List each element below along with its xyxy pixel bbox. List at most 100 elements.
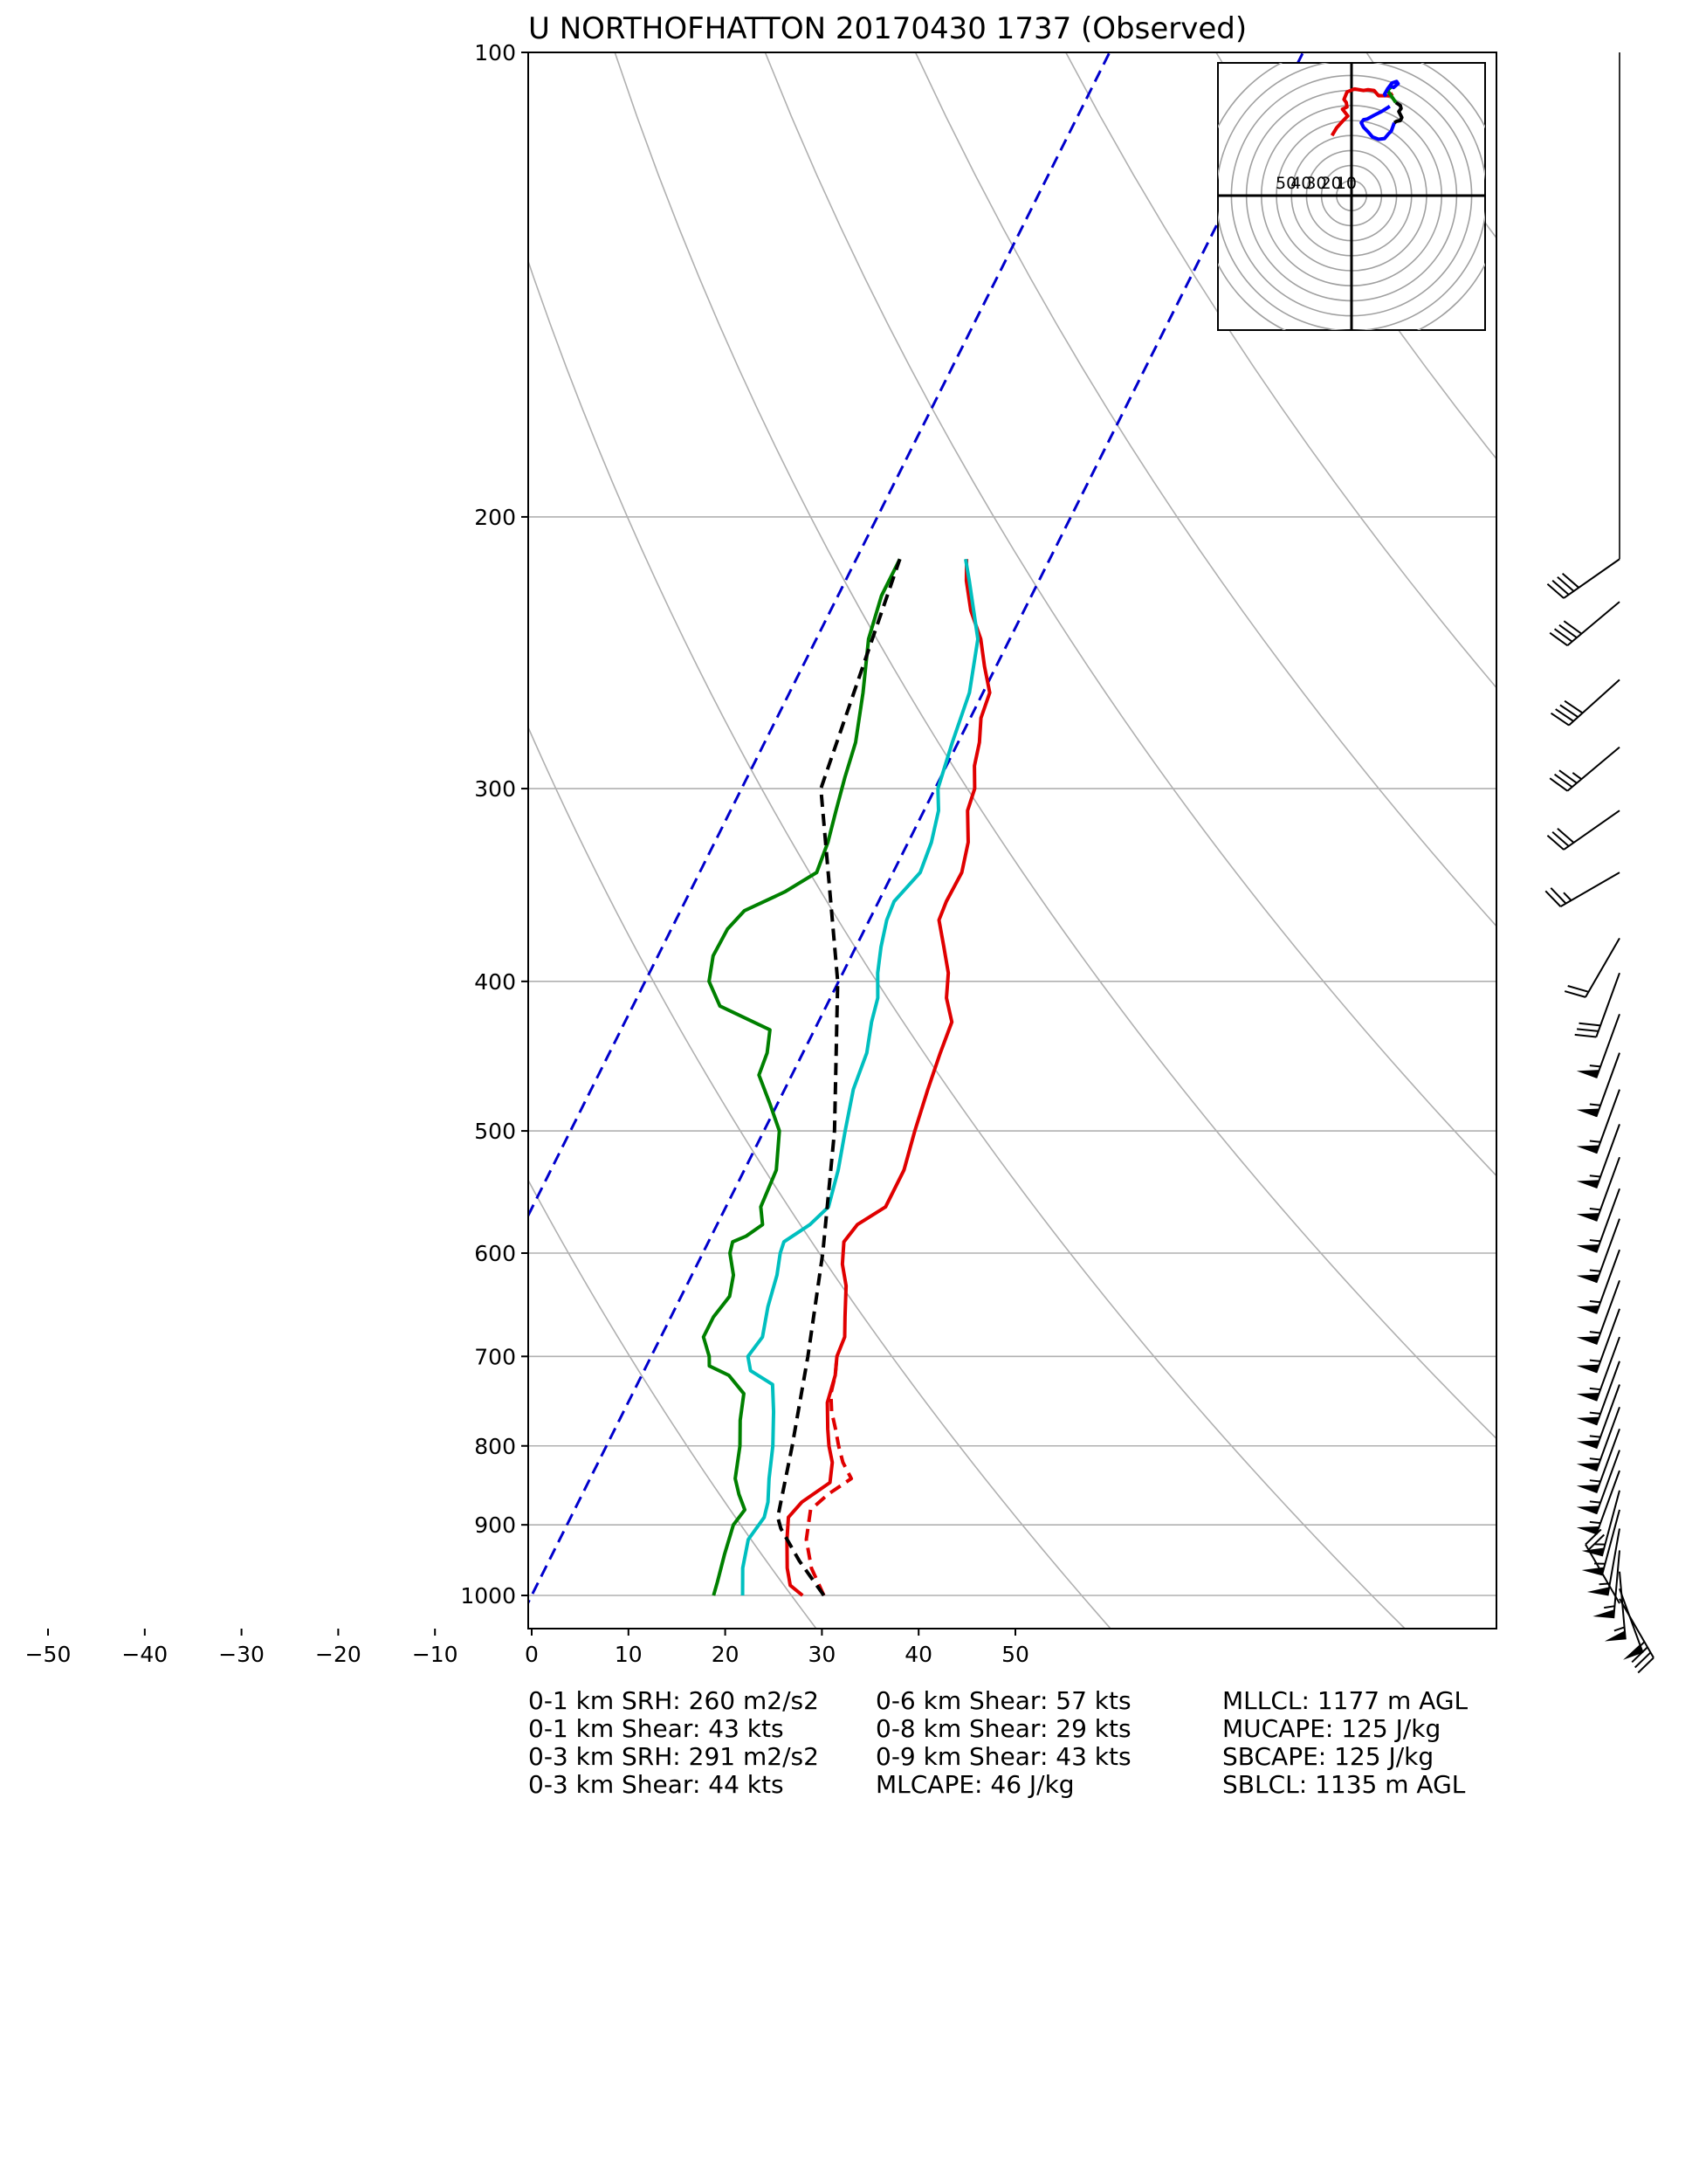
wind-barb-flag-4 [1546,835,1565,851]
wind-barb-pennant-15 [1576,1306,1599,1314]
dry-adiabat-270 [14,52,522,1628]
wind-barb-shaft-4 [1563,810,1620,851]
wind-barb-pennant-27 [1586,1587,1610,1596]
wind-barb-7 [1574,972,1620,1038]
wind-barb-21 [1576,1406,1620,1471]
wind-barb-24 [1576,1470,1620,1535]
wind-barb-half-21 [1589,1457,1601,1461]
p-tick-label-300: 300 [474,776,516,802]
wind-barb-shaft-14 [1595,1218,1620,1284]
wind-barb-pennant-24 [1576,1526,1599,1535]
wind-barb-shaft-11 [1595,1124,1620,1189]
x-axis: −100−90−80−70−60−50−40−30−20−10010203040… [25,1629,1029,1667]
wind-barb-pennant-11 [1576,1180,1599,1188]
wind-barb-shaft-5 [1559,872,1620,907]
profile-line-0 [785,559,992,1597]
hodograph-range-label-40: 40 [1290,174,1311,193]
wind-barb-0 [1546,558,1620,599]
wind-barb-flag-7 [1577,1028,1599,1032]
stat-1-0: 0-6 km Shear: 57 kts [876,1686,1132,1715]
isotherm--20 [528,52,1111,1219]
wind-barb-5 [1544,872,1620,907]
wind-barb-13 [1576,1188,1620,1253]
pressure-axis: 100 200 300 400 500 600 700 800 900 1000 [460,40,528,1609]
wind-barb-flag-2 [1550,712,1570,727]
x-tick-label--30: −30 [218,1642,265,1667]
wind-barb-30 [1619,1588,1644,1660]
stat-2-1: MUCAPE: 125 J/kg [1222,1714,1441,1743]
stat-2-0: MLLCL: 1177 m AGL [1222,1686,1469,1715]
wind-barb-shaft-32 [1585,1544,1620,1604]
wind-barb-half-29 [1613,1626,1625,1632]
wind-barb-half-13 [1589,1239,1601,1243]
wind-barb-shaft-9 [1595,1052,1620,1118]
wind-barb-flag-3 [1558,769,1578,784]
wind-barb-half-10 [1589,1140,1601,1143]
dry-adiabat-360 [528,258,1406,1629]
wind-barb-shaft-0 [1563,558,1620,599]
wind-barb-flag-1 [1554,628,1573,643]
wind-barb-4 [1546,810,1620,851]
wind-barb-flag-2 [1555,708,1574,722]
wind-barb-flag-0 [1551,579,1570,596]
wind-barb-half-18 [1589,1387,1601,1391]
wind-barb-flag-0 [1561,572,1579,589]
wind-barb-flag-1 [1558,624,1578,639]
wind-barb-flag-31 [1628,1641,1646,1658]
isotherm-0 [528,52,1304,1606]
wind-barb-15 [1576,1249,1620,1314]
dry-adiabat-420 [764,52,1496,1177]
hodograph-range-label-30: 30 [1305,174,1326,193]
wind-barb-25 [1581,1490,1620,1557]
dry-adiabat-330 [528,726,1111,1629]
wind-barb-half-11 [1589,1175,1601,1178]
wind-barb-flag-32 [1587,1533,1605,1551]
wind-barb-pennant-8 [1576,1070,1599,1078]
wind-barb-half-5 [1563,892,1572,901]
profile-line-4 [775,558,902,1597]
p-tick-label-800: 800 [474,1434,516,1459]
wind-barb-32 [1585,1528,1620,1604]
wind-barb-shaft-3 [1566,746,1620,792]
stat-1-1: 0-8 km Shear: 29 kts [876,1714,1132,1743]
x-tick-label-40: 40 [905,1642,932,1667]
p-tick-label-900: 900 [474,1512,516,1538]
wind-barb-12 [1576,1156,1620,1222]
wind-barb-8 [1576,1013,1620,1078]
wind-barb-pennant-19 [1576,1416,1599,1426]
stat-0-1: 0-1 km Shear: 43 kts [528,1714,784,1743]
hodograph-range-label-10: 10 [1336,174,1357,193]
wind-barb-half-28 [1604,1605,1615,1609]
wind-barb-28 [1592,1550,1620,1619]
grid-layer [14,52,1496,1629]
wind-barb-pennant-12 [1576,1213,1599,1222]
dry-adiabat-450 [914,52,1496,927]
wind-barb-flag-2 [1559,704,1579,719]
wind-barb-2 [1550,679,1620,727]
wind-barb-pennant-10 [1576,1145,1599,1154]
wind-barb-half-15 [1589,1300,1601,1304]
x-tick-label-20: 20 [712,1642,739,1667]
wind-barb-pennant-26 [1581,1567,1605,1576]
wind-barb-pennant-13 [1576,1244,1599,1253]
x-tick-label-10: 10 [615,1642,643,1667]
stat-2-3: SBLCL: 1135 m AGL [1222,1770,1466,1799]
stat-0-0: 0-1 km SRH: 260 m2/s2 [528,1686,819,1715]
wind-barb-flag-4 [1551,830,1570,847]
wind-barb-half-14 [1589,1269,1601,1272]
wind-barb-pennant-20 [1576,1440,1599,1449]
wind-barb-flag-3 [1554,773,1573,789]
wind-barb-flag-31 [1634,1651,1652,1669]
wind-barb-shaft-12 [1595,1156,1620,1222]
wind-barb-pennant-14 [1576,1274,1599,1283]
wind-barb-pennant-21 [1576,1463,1599,1471]
wind-barb-half-22 [1589,1479,1601,1483]
wind-barb-31 [1619,1598,1654,1674]
wind-barb-1 [1549,601,1620,647]
wind-barb-flag-7 [1574,1033,1597,1038]
dry-adiabat-390 [614,52,1496,1440]
hodograph-trace-2 [1330,86,1394,137]
wind-barb-shaft-30 [1619,1588,1644,1653]
